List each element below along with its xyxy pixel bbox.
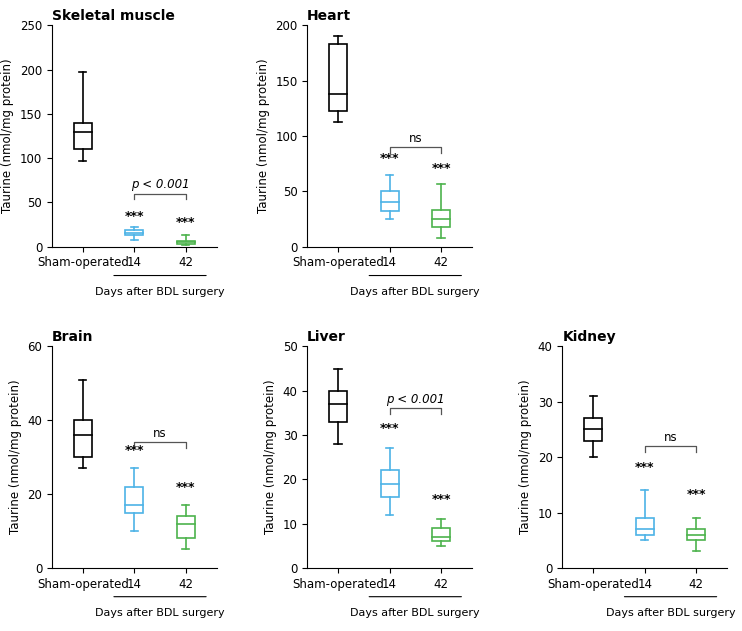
Text: Days after BDL surgery: Days after BDL surgery	[350, 608, 480, 618]
Bar	[329, 391, 347, 422]
Text: Days after BDL surgery: Days after BDL surgery	[95, 286, 225, 297]
Bar	[687, 529, 706, 540]
Text: ***: ***	[686, 488, 706, 502]
Text: ***: ***	[431, 162, 450, 175]
Text: ns: ns	[664, 431, 677, 444]
Bar	[381, 191, 398, 211]
Text: ns: ns	[153, 427, 167, 440]
Bar	[329, 44, 347, 110]
Text: Skeletal muscle: Skeletal muscle	[52, 9, 175, 23]
Text: p < 0.001: p < 0.001	[386, 393, 444, 406]
Bar	[125, 230, 143, 235]
Y-axis label: Taurine (nmol/mg protein): Taurine (nmol/mg protein)	[264, 380, 277, 534]
Text: p < 0.001: p < 0.001	[131, 179, 189, 191]
Text: ***: ***	[380, 152, 399, 165]
Bar	[432, 210, 450, 227]
Text: Days after BDL surgery: Days after BDL surgery	[605, 608, 735, 618]
Bar	[73, 420, 92, 457]
Text: Kidney: Kidney	[562, 330, 616, 344]
Text: ***: ***	[125, 444, 144, 457]
Text: ***: ***	[176, 216, 195, 229]
Bar	[381, 471, 398, 497]
Bar	[73, 122, 92, 150]
Y-axis label: Taurine (nmol/mg protein): Taurine (nmol/mg protein)	[257, 59, 269, 213]
Bar	[432, 528, 450, 541]
Text: ns: ns	[408, 132, 422, 145]
Bar	[636, 518, 654, 534]
Y-axis label: Taurine (nmol/mg protein): Taurine (nmol/mg protein)	[1, 59, 14, 213]
Y-axis label: Taurine (nmol/mg protein): Taurine (nmol/mg protein)	[9, 380, 22, 534]
Bar	[177, 516, 194, 538]
Text: Brain: Brain	[52, 330, 93, 344]
Y-axis label: Taurine (nmol/mg protein): Taurine (nmol/mg protein)	[519, 380, 532, 534]
Text: Days after BDL surgery: Days after BDL surgery	[95, 608, 225, 618]
Text: Liver: Liver	[307, 330, 346, 344]
Text: ***: ***	[380, 422, 399, 435]
Text: Days after BDL surgery: Days after BDL surgery	[350, 286, 480, 297]
Text: ***: ***	[431, 493, 450, 506]
Bar	[125, 487, 143, 512]
Text: ***: ***	[635, 461, 654, 474]
Bar	[177, 240, 194, 244]
Text: ***: ***	[176, 481, 195, 494]
Text: Heart: Heart	[307, 9, 351, 23]
Text: ***: ***	[125, 210, 144, 223]
Bar	[585, 418, 603, 440]
